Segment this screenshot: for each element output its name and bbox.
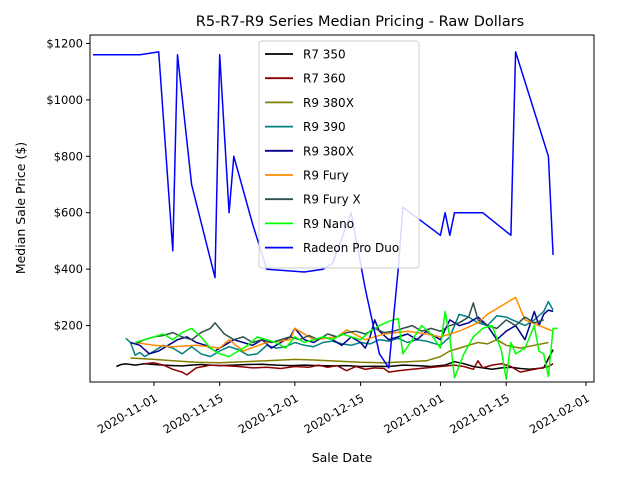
legend-box [258, 40, 420, 269]
legend-label: R7 360 [303, 72, 346, 86]
series-line-1 [144, 360, 554, 376]
y-tick-label: $200 [54, 319, 83, 333]
y-axis: $200 $400 $600 $800 $1000 $1200 [46, 36, 90, 333]
y-tick-label: $800 [54, 149, 83, 163]
y-tick-label: $600 [54, 206, 83, 220]
plot-lines [93, 51, 558, 380]
y-tick-label: $1200 [46, 36, 83, 50]
legend-label: R7 350 [303, 48, 346, 62]
legend-label: R9 Fury X [303, 193, 361, 207]
legend-label: R9 Nano [303, 217, 354, 231]
legend-label: R9 380X [303, 96, 354, 110]
legend-label: R9 380X [303, 144, 354, 158]
series-line-5 [135, 296, 554, 352]
y-tick-label: $1000 [46, 93, 83, 107]
y-tick-label: $400 [54, 262, 83, 276]
y-axis-label: Median Sale Price ($) [13, 142, 28, 274]
plot-frame [89, 34, 595, 383]
legend: R7 350 R7 360 R9 380X R9 390 R9 380X R9 Fury R… [258, 40, 420, 269]
chart-title: R5-R7-R9 Series Median Pricing - Raw Dol… [196, 14, 524, 30]
x-axis-label: Sale Date [312, 450, 373, 465]
series-line-0 [116, 349, 554, 371]
legend-label: Radeon Pro Duo [303, 241, 399, 255]
series-line-7 [134, 310, 558, 380]
legend-label: R9 Fury [303, 169, 349, 183]
legend-label: R9 390 [303, 120, 346, 134]
